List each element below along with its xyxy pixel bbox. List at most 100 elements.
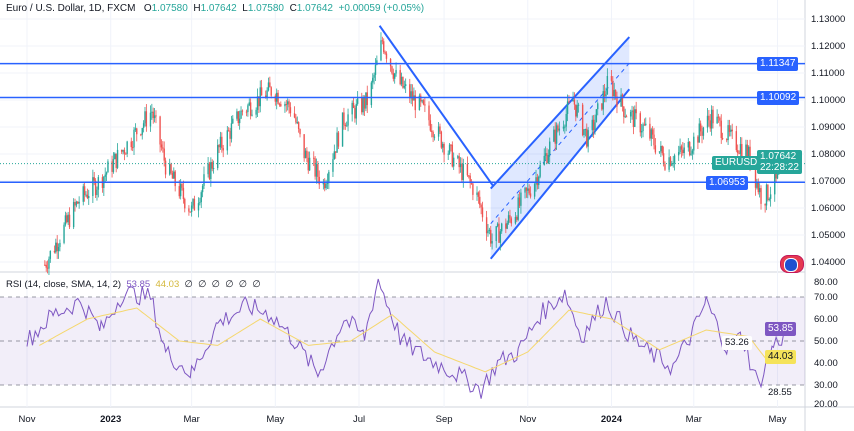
candle-body (538, 176, 540, 186)
candle-body (472, 183, 474, 195)
candle-body (93, 177, 95, 181)
channel-fill (490, 37, 630, 259)
candle-body (639, 113, 641, 133)
candle-body (555, 125, 558, 144)
candle-body (643, 124, 646, 126)
candle-body (289, 107, 292, 114)
candle-body (221, 136, 223, 149)
candle-body (488, 229, 491, 231)
candle-body (516, 217, 518, 220)
candle-body (728, 125, 731, 132)
level-tag: 1.11347 (757, 57, 799, 71)
candle-body (451, 144, 454, 167)
open-value: 1.07580 (151, 3, 188, 14)
rsi-value-tag: 53.85 (765, 322, 797, 336)
candle-body (507, 215, 510, 223)
candle-body (160, 144, 163, 148)
candle-body (332, 159, 334, 172)
rsi-value: 53.85 (126, 279, 151, 290)
candle-body (678, 152, 680, 156)
candle-body (736, 150, 739, 153)
candle-body (365, 92, 367, 109)
candle-body (635, 109, 637, 114)
candle-body (468, 175, 470, 177)
price-tick-label: 1.08000 (811, 149, 845, 160)
candle-body (452, 157, 455, 167)
rsi-tick-label: 50.00 (814, 336, 838, 347)
candle-body (303, 134, 305, 159)
candle-body (114, 153, 116, 160)
candle-body (520, 192, 522, 206)
candle-body (709, 120, 711, 129)
candle-body (55, 242, 57, 253)
candle-body (706, 115, 709, 128)
candle-body (624, 116, 626, 118)
candle-body (363, 97, 366, 109)
candle-body (527, 188, 529, 191)
candle-body (144, 111, 146, 124)
empty-value: ∅ (198, 279, 207, 290)
candle-body (757, 181, 759, 193)
candle-body (162, 147, 164, 149)
candle-body (391, 66, 393, 74)
candle-body (708, 115, 710, 121)
candle-body (442, 143, 444, 148)
candle-body (642, 124, 644, 132)
time-tick-label: May (769, 414, 787, 425)
candle-body (587, 130, 589, 147)
candle-body (104, 174, 106, 177)
candle-body (75, 201, 78, 206)
candle-body (774, 173, 776, 195)
candle-body (669, 157, 672, 166)
candle-body (192, 198, 194, 206)
candle-body (248, 102, 250, 106)
candle-body (566, 101, 569, 114)
candle-body (572, 99, 574, 102)
last-price: 1.07642 (760, 151, 797, 162)
price-tick-label: 1.13000 (811, 14, 845, 25)
candle-body (549, 141, 551, 155)
candle-body (616, 96, 618, 107)
candle-body (325, 183, 327, 189)
candle-body (352, 102, 355, 108)
time-tick-label: Nov (519, 414, 536, 425)
candle-body (509, 215, 511, 219)
candle-body (697, 136, 699, 143)
candle-body (178, 186, 180, 197)
candle-body (568, 101, 570, 103)
candle-body (188, 208, 190, 212)
candle-body (392, 73, 395, 79)
candle-body (211, 162, 213, 169)
candle-body (152, 111, 154, 119)
candle-body (362, 97, 364, 113)
close-label: C (289, 3, 297, 14)
candle-body (606, 75, 609, 95)
low-value: 1.07580 (247, 3, 284, 14)
candle-body (601, 103, 603, 110)
ticker-tag: EURUSD (712, 156, 761, 170)
candle-body (207, 163, 209, 175)
candle-body (448, 144, 451, 154)
candle-body (437, 126, 440, 137)
candle-body (345, 125, 348, 127)
candle-body (547, 154, 550, 164)
candle-body (293, 113, 296, 118)
candle-body (258, 96, 260, 107)
candle-body (67, 214, 69, 223)
candle-body (270, 87, 272, 96)
time-tick-label: May (266, 414, 284, 425)
candle-body (111, 161, 113, 172)
economic-events-icon[interactable] (780, 255, 804, 273)
candle-body (57, 246, 60, 252)
candle-body (673, 155, 676, 163)
candle-body (94, 180, 97, 196)
candle-body (735, 131, 738, 151)
candle-body (197, 203, 200, 211)
time-tick-label: Mar (686, 414, 702, 425)
candle-body (702, 127, 705, 136)
candle-body (45, 264, 47, 268)
candle-body (374, 64, 377, 75)
candle-body (422, 100, 425, 105)
candle-body (661, 145, 663, 154)
